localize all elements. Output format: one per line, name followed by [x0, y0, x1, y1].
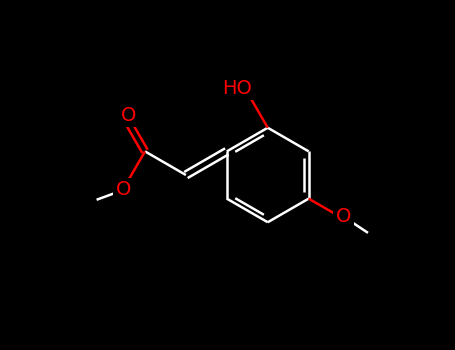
Text: O: O [121, 106, 136, 125]
Text: O: O [335, 207, 351, 226]
Text: O: O [116, 180, 131, 199]
Text: HO: HO [222, 78, 252, 98]
